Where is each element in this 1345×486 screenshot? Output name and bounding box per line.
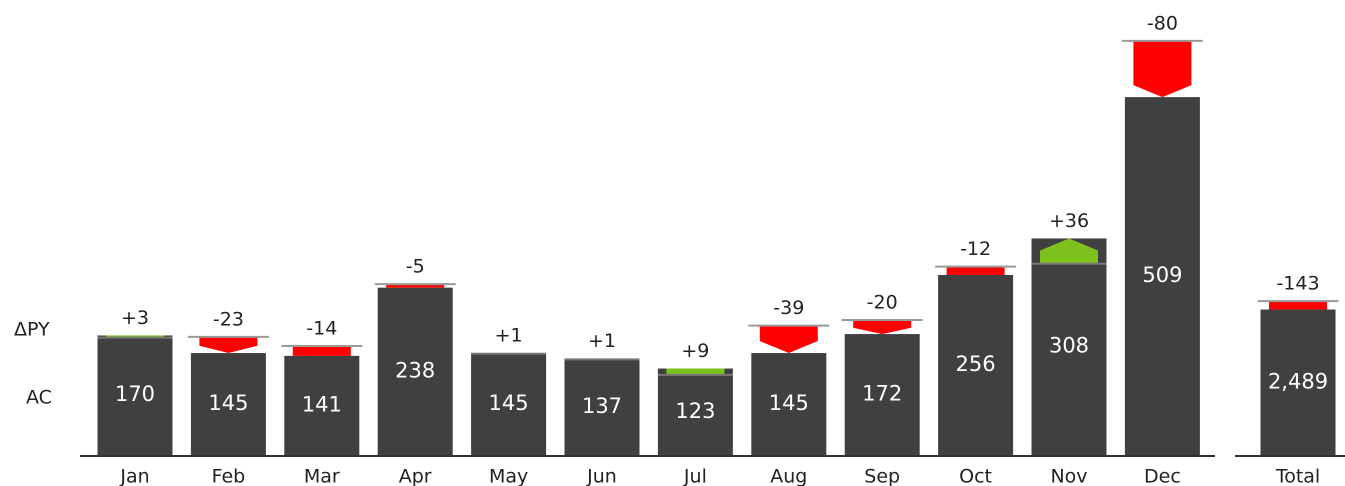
ac-label: 123 bbox=[675, 399, 715, 423]
ac-bar bbox=[844, 334, 920, 455]
x-tick-label: Mar bbox=[304, 466, 340, 486]
x-tick-label: Jul bbox=[683, 466, 707, 486]
ac-label: 238 bbox=[395, 358, 435, 382]
delta-label: -143 bbox=[1276, 273, 1319, 295]
delta-mark bbox=[946, 266, 1005, 275]
ac-label: 137 bbox=[582, 394, 622, 418]
delta-mark bbox=[853, 320, 912, 335]
ac-bar bbox=[564, 358, 640, 455]
x-tick-label: Apr bbox=[399, 466, 432, 486]
ac-label: 170 bbox=[115, 382, 155, 406]
delta-label: -12 bbox=[960, 238, 991, 260]
delta-label: -23 bbox=[213, 308, 244, 330]
ac-label: 256 bbox=[956, 352, 996, 376]
x-tick-label: Dec bbox=[1144, 466, 1181, 486]
x-tick-label: May bbox=[489, 466, 528, 486]
ac-bar bbox=[377, 287, 453, 455]
x-tick-label: Sep bbox=[864, 466, 900, 486]
delta-label: +1 bbox=[495, 325, 523, 347]
row-label: AC bbox=[26, 387, 52, 409]
ac-label: 509 bbox=[1142, 263, 1182, 287]
row-label: ΔPY bbox=[14, 319, 50, 341]
delta-mark bbox=[1133, 40, 1192, 98]
delta-mark bbox=[292, 346, 351, 356]
delta-label: -14 bbox=[306, 318, 337, 340]
ac-label: 145 bbox=[769, 391, 809, 415]
delta-label: +1 bbox=[588, 330, 616, 352]
delta-label: +36 bbox=[1049, 210, 1089, 232]
ac-label: 145 bbox=[208, 391, 248, 415]
x-tick-label: Jun bbox=[586, 466, 617, 486]
ac-label: 2,489 bbox=[1268, 369, 1328, 393]
ac-label: 141 bbox=[302, 392, 342, 416]
delta-label: -39 bbox=[773, 297, 804, 319]
ac-bar bbox=[938, 275, 1014, 455]
delta-mark bbox=[759, 325, 818, 354]
x-tick-label: Nov bbox=[1050, 466, 1087, 486]
ac-bar bbox=[1031, 238, 1107, 455]
ac-bar bbox=[657, 368, 733, 455]
delta-label: -80 bbox=[1147, 12, 1178, 34]
delta-mark bbox=[1269, 301, 1327, 310]
ac-label: 308 bbox=[1049, 334, 1089, 358]
ac-label: 145 bbox=[489, 391, 529, 415]
delta-label: +9 bbox=[681, 340, 709, 362]
delta-label: +3 bbox=[121, 307, 149, 329]
x-tick-label: Total bbox=[1275, 466, 1320, 486]
ac-bar bbox=[471, 353, 547, 455]
delta-label: -5 bbox=[406, 256, 425, 278]
x-tick-label: Jan bbox=[119, 466, 149, 486]
delta-mark bbox=[666, 368, 725, 375]
delta-mark bbox=[199, 336, 258, 354]
ac-bar bbox=[1260, 309, 1336, 455]
ac-label: 172 bbox=[862, 382, 902, 406]
ac-bar bbox=[190, 353, 266, 455]
x-tick-label: Feb bbox=[212, 466, 246, 486]
delta-mark bbox=[1040, 238, 1098, 264]
ac-bar bbox=[751, 353, 827, 455]
x-tick-label: Oct bbox=[959, 466, 992, 486]
x-tick-label: Aug bbox=[770, 466, 807, 486]
delta-label: -20 bbox=[867, 292, 898, 314]
ac-bar bbox=[1124, 97, 1200, 455]
ac-bar bbox=[284, 355, 360, 455]
ac-bar bbox=[97, 335, 173, 455]
